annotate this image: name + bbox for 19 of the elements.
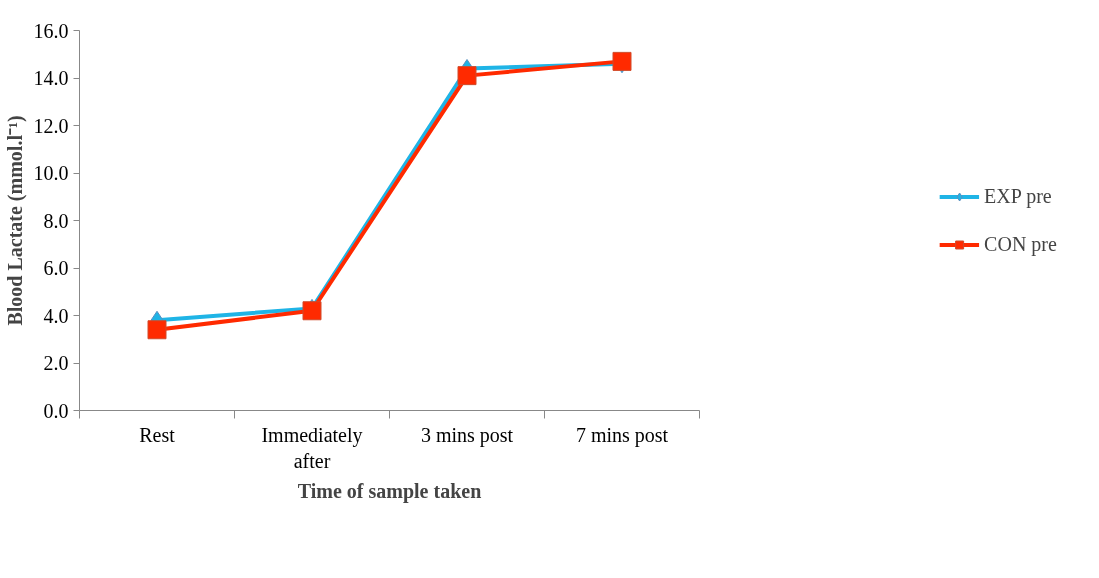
y-tick-label: 12.0	[33, 114, 69, 137]
x-tick-label: 7 mins post	[575, 423, 669, 447]
y-tick-label: 14.0	[33, 67, 69, 89]
x-tick-label: Immediately after	[261, 423, 363, 472]
y-tick-label: 6.0	[43, 257, 69, 279]
legend-label: EXP pre	[984, 184, 1052, 208]
point	[147, 320, 167, 340]
y-tick-label: 16.0	[33, 19, 69, 42]
x-tick-label: 3 mins post	[420, 423, 514, 447]
y-tick-label: 4.0	[43, 304, 69, 327]
x-axis-title: Time of sample taken	[297, 479, 482, 503]
x-tick-label: Rest	[139, 423, 176, 446]
legend-label: CON pre	[984, 232, 1057, 256]
point	[457, 66, 477, 86]
y-axis-title: Blood Lactate (mmol.l⁻¹)	[3, 115, 27, 326]
y-tick-label: 8.0	[43, 209, 69, 232]
y-tick-label: 10.0	[33, 162, 69, 184]
y-tick-label: 2.0	[43, 352, 69, 374]
y-tick-label: 0.0	[43, 399, 69, 422]
